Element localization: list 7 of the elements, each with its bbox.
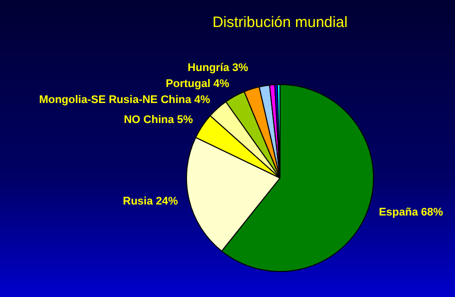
slice-label: España 68%: [378, 206, 444, 219]
slice-label: Hungría 3%: [188, 62, 248, 74]
chart-title: Distribución mundial: [212, 14, 348, 32]
slice-label: Rusia 24%: [122, 195, 178, 208]
slice-label: Mongolia-SE Rusia-NE China 4%: [39, 94, 210, 106]
slice-label: Portugal 4%: [166, 78, 230, 90]
slice-label: NO China 5%: [124, 114, 194, 126]
